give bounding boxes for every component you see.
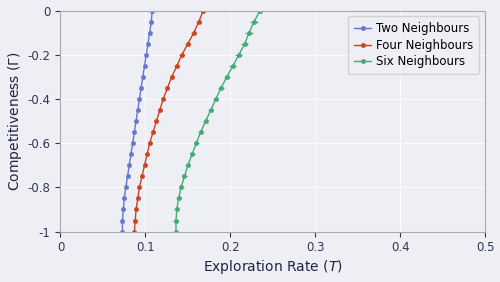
Y-axis label: Competitiveness ($\mathit{\Gamma}$): Competitiveness ($\mathit{\Gamma}$) <box>6 51 24 191</box>
Legend: Two Neighbours, Four Neighbours, Six Neighbours: Two Neighbours, Four Neighbours, Six Nei… <box>348 16 480 74</box>
X-axis label: Exploration Rate ($\mathit{T}$): Exploration Rate ($\mathit{T}$) <box>203 258 343 276</box>
